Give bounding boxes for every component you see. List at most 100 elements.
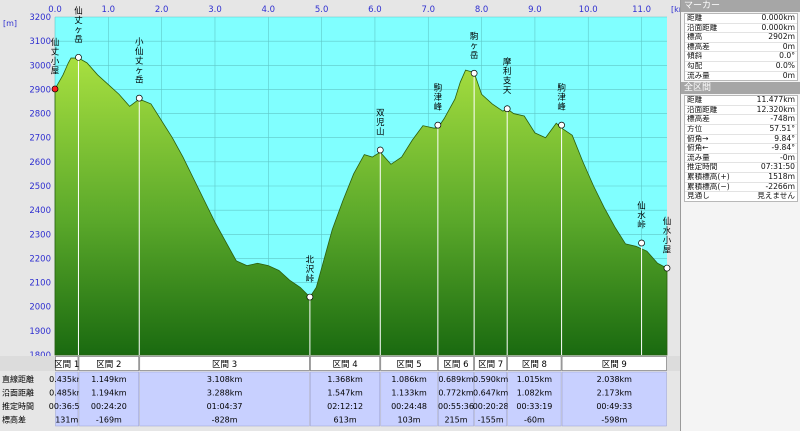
segment-row-label: 直線距離 <box>2 374 34 384</box>
segment-time: 00:24:20 <box>91 402 127 411</box>
marker-row: 流み量 0m <box>685 72 797 81</box>
segment-value-cell <box>474 371 507 427</box>
segment-header-cell <box>507 356 562 371</box>
total-row-label: 流み量 <box>687 153 710 162</box>
segment-name: 区間 7 <box>478 360 503 370</box>
total-row: 流み量 -0m <box>685 154 797 164</box>
total-row-label: 標高差 <box>687 115 710 124</box>
total-row-value: 1518m <box>768 172 795 181</box>
segment-header-cell <box>78 356 140 371</box>
segment-dist: 0.590km <box>473 375 509 384</box>
y-tick-label: 2300 <box>29 230 51 240</box>
marker-row-label: 流み量 <box>687 71 710 80</box>
elevation-area <box>54 57 668 356</box>
segment-header-cell <box>474 356 507 371</box>
marker-row-label: 勾配 <box>687 61 703 70</box>
y-tick-label: 2800 <box>29 110 51 120</box>
segment-name: 区間 1 <box>54 360 79 370</box>
segment-time: 00:49:33 <box>596 402 632 411</box>
segment-row-label: 標高差 <box>2 415 26 425</box>
x-tick-label: 5.0 <box>315 5 329 15</box>
segment-elev: -60m <box>524 416 545 425</box>
y-unit-label: [m] <box>3 19 17 28</box>
marker-row-label: 沿面距離 <box>687 23 718 32</box>
segment-name: 区間 6 <box>443 360 468 370</box>
x-tick-label: 8.0 <box>475 5 489 15</box>
total-row: 累積標高(−) -2266m <box>685 183 797 193</box>
total-row-value: -0m <box>780 153 795 162</box>
y-tick-label: 2400 <box>29 206 51 216</box>
segment-path: 1.082km <box>517 389 553 398</box>
total-row-value: 見えません <box>757 192 795 201</box>
waypoint-marker <box>558 121 565 129</box>
segment-dist: 3.108km <box>207 375 243 384</box>
total-row-value: 57.51° <box>769 124 795 133</box>
y-tick-label: 2900 <box>29 85 51 95</box>
x-tick-label: 9.0 <box>528 5 542 15</box>
segment-time: 00:20:28 <box>473 402 509 411</box>
marker-panel: 距離 0.000km 沿面距離 0.000km 標高 2902m 標高差 0m 傾斜 0.… <box>684 13 798 82</box>
y-tick-label: 2500 <box>29 182 51 192</box>
segment-header-cell <box>561 356 667 371</box>
segment-header-cell <box>139 356 310 371</box>
marker-row-value: 0.0% <box>775 61 795 70</box>
segment-name: 区間 3 <box>212 360 237 370</box>
segment-path: 0.772km <box>438 389 474 398</box>
segment-row-label: 推定時間 <box>2 401 34 411</box>
segment-name: 区間 9 <box>602 360 627 370</box>
segment-time: 01:04:37 <box>207 402 243 411</box>
marker-row: 標高差 0m <box>685 43 797 53</box>
x-tick-label: 0.0 <box>48 5 62 15</box>
segment-value-cell <box>507 371 562 427</box>
segment-elev: 215m <box>444 416 467 425</box>
segment-header-cell <box>55 356 79 371</box>
segment-elev: -169m <box>96 416 122 425</box>
segment-value-cell <box>139 371 310 427</box>
total-row-label: 俯角→ <box>687 134 709 143</box>
segment-elev: 103m <box>398 416 421 425</box>
waypoint-label: 駒ヶ岳 <box>470 31 479 61</box>
x-tick-label: 3.0 <box>208 5 222 15</box>
total-row-value: -748m <box>770 115 795 124</box>
y-tick-label: 3100 <box>29 37 51 47</box>
segment-path: 2.173km <box>597 389 633 398</box>
waypoint-label: 双児山 <box>376 109 385 138</box>
segment-path: 1.194km <box>91 389 127 398</box>
marker-panel-title: マーカー <box>681 0 800 12</box>
segment-time: 00:33:19 <box>516 402 552 411</box>
marker-row-value: 0.000km <box>761 14 795 22</box>
y-tick-label: 3200 <box>29 13 51 23</box>
total-row-label: 方位 <box>687 124 703 133</box>
marker-row-label: 傾斜 <box>687 52 703 61</box>
waypoint-marker <box>470 69 478 77</box>
x-tick-label: 11.0 <box>632 5 651 15</box>
marker-row-value: 0.000km <box>761 23 795 32</box>
x-tick-label: 10.0 <box>579 5 598 15</box>
waypoint-label: 小仙丈ヶ岳 <box>135 37 144 86</box>
marker-row-value: 0m <box>782 71 795 80</box>
segment-dist: 1.368km <box>327 375 363 384</box>
marker-row: 勾配 0.0% <box>685 62 797 72</box>
waypoint-label: 仙丈ヶ岳 <box>74 5 83 45</box>
y-tick-label: 2000 <box>29 303 51 313</box>
x-tick-label: 7.0 <box>422 5 436 15</box>
total-row: 推定時間 07:31:50 <box>685 163 797 173</box>
y-tick-label: 3000 <box>29 61 51 71</box>
y-tick-label: 2600 <box>29 158 51 168</box>
segment-name: 区間 4 <box>333 360 358 370</box>
total-row-label: 俯角← <box>687 144 709 153</box>
total-row-value: -9.84° <box>771 144 795 153</box>
total-row-label: 累積標高(+) <box>687 172 730 181</box>
y-tick-label: 2200 <box>29 254 51 264</box>
waypoint-label: 駒津峰 <box>434 83 443 113</box>
total-row-value: -2266m <box>765 182 795 191</box>
total-panel-title: 全区間 <box>681 82 800 95</box>
segment-path: 0.647km <box>473 389 509 398</box>
segment-header-cell <box>438 356 474 371</box>
waypoint-label: 仙丈小屋 <box>51 37 60 76</box>
segment-dist: 1.015km <box>517 375 553 384</box>
segment-dist: 1.086km <box>391 375 427 384</box>
total-row-value: 9.84° <box>774 134 795 143</box>
marker-row: 傾斜 0.0° <box>685 52 797 62</box>
